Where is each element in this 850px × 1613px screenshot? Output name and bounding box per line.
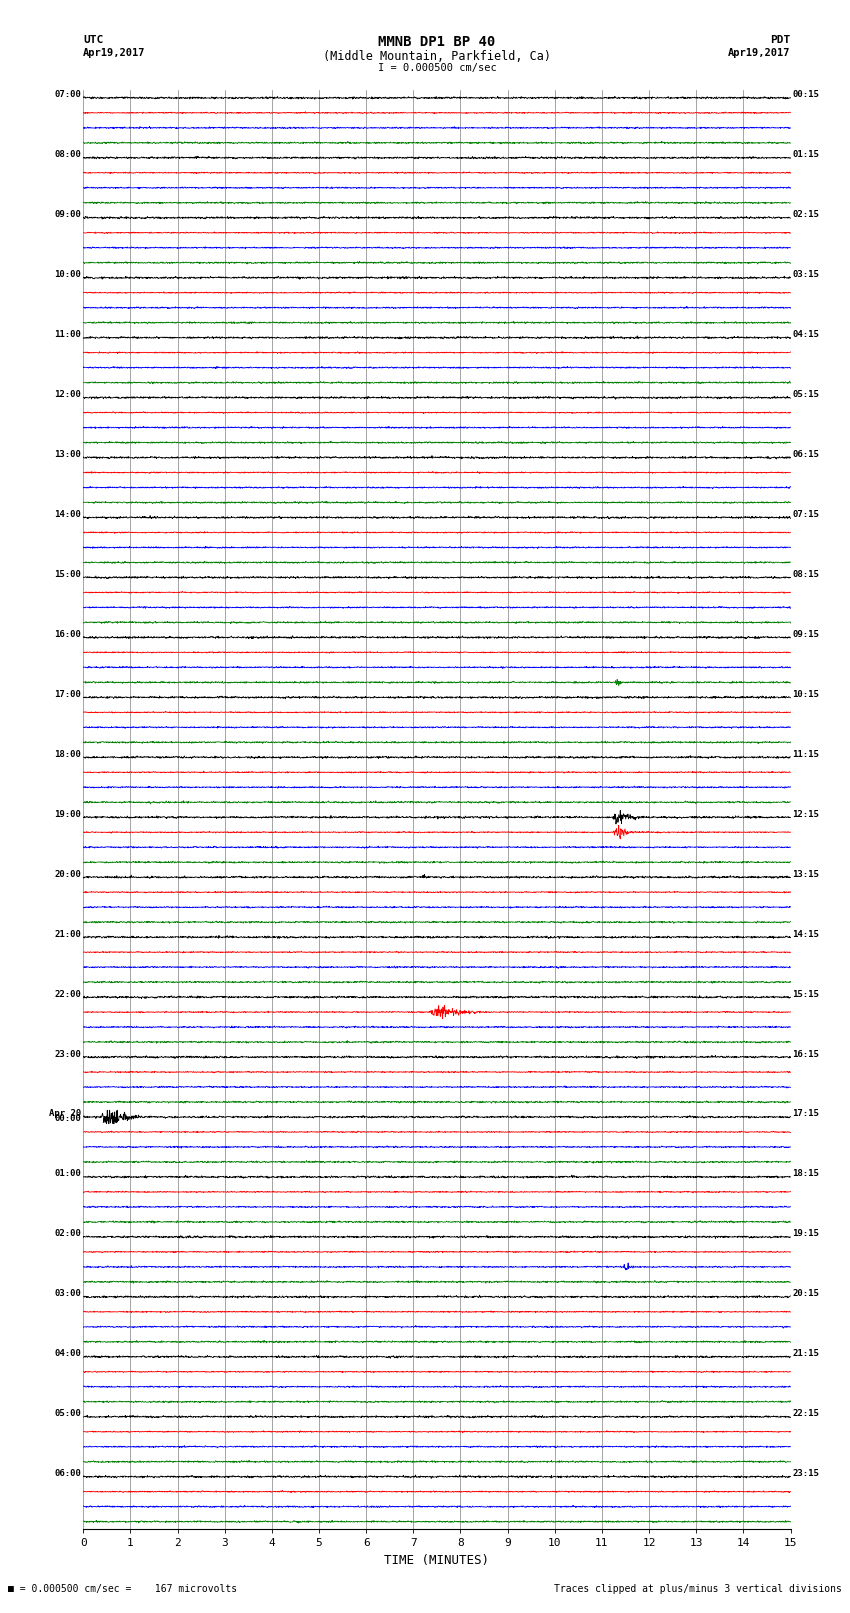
Text: 13:00: 13:00 — [54, 450, 82, 460]
Text: 01:15: 01:15 — [792, 150, 819, 160]
Text: 19:00: 19:00 — [54, 810, 82, 819]
Text: 12:15: 12:15 — [792, 810, 819, 819]
X-axis label: TIME (MINUTES): TIME (MINUTES) — [384, 1553, 490, 1566]
Text: MMNB DP1 BP 40: MMNB DP1 BP 40 — [378, 35, 496, 50]
Text: 09:15: 09:15 — [792, 629, 819, 639]
Text: 15:00: 15:00 — [54, 569, 82, 579]
Text: 16:00: 16:00 — [54, 629, 82, 639]
Text: 21:00: 21:00 — [54, 929, 82, 939]
Text: 23:00: 23:00 — [54, 1050, 82, 1058]
Text: 04:00: 04:00 — [54, 1348, 82, 1358]
Text: 12:00: 12:00 — [54, 390, 82, 398]
Text: Apr19,2017: Apr19,2017 — [728, 48, 791, 58]
Text: 17:15: 17:15 — [792, 1110, 819, 1118]
Text: 20:15: 20:15 — [792, 1289, 819, 1298]
Text: 10:00: 10:00 — [54, 271, 82, 279]
Text: 05:15: 05:15 — [792, 390, 819, 398]
Text: 02:15: 02:15 — [792, 210, 819, 219]
Text: 13:15: 13:15 — [792, 869, 819, 879]
Text: 17:00: 17:00 — [54, 690, 82, 698]
Text: 20:00: 20:00 — [54, 869, 82, 879]
Text: 08:00: 08:00 — [54, 150, 82, 160]
Text: 01:00: 01:00 — [54, 1169, 82, 1179]
Text: 08:15: 08:15 — [792, 569, 819, 579]
Text: 14:00: 14:00 — [54, 510, 82, 519]
Text: 07:15: 07:15 — [792, 510, 819, 519]
Text: Traces clipped at plus/minus 3 vertical divisions: Traces clipped at plus/minus 3 vertical … — [553, 1584, 842, 1594]
Text: 16:15: 16:15 — [792, 1050, 819, 1058]
Text: ■ = 0.000500 cm/sec =    167 microvolts: ■ = 0.000500 cm/sec = 167 microvolts — [8, 1584, 238, 1594]
Text: Apr19,2017: Apr19,2017 — [83, 48, 146, 58]
Text: 00:15: 00:15 — [792, 90, 819, 100]
Text: I = 0.000500 cm/sec: I = 0.000500 cm/sec — [377, 63, 496, 73]
Text: 21:15: 21:15 — [792, 1348, 819, 1358]
Text: (Middle Mountain, Parkfield, Ca): (Middle Mountain, Parkfield, Ca) — [323, 50, 551, 63]
Text: 11:15: 11:15 — [792, 750, 819, 758]
Text: 15:15: 15:15 — [792, 990, 819, 998]
Text: 11:00: 11:00 — [54, 331, 82, 339]
Text: 22:00: 22:00 — [54, 990, 82, 998]
Text: 05:00: 05:00 — [54, 1410, 82, 1418]
Text: 07:00: 07:00 — [54, 90, 82, 100]
Text: 02:00: 02:00 — [54, 1229, 82, 1239]
Text: 03:15: 03:15 — [792, 271, 819, 279]
Text: Apr 20: Apr 20 — [49, 1110, 82, 1118]
Text: 06:15: 06:15 — [792, 450, 819, 460]
Text: 14:15: 14:15 — [792, 929, 819, 939]
Text: 19:15: 19:15 — [792, 1229, 819, 1239]
Text: 22:15: 22:15 — [792, 1410, 819, 1418]
Text: 00:00: 00:00 — [54, 1115, 82, 1123]
Text: 18:00: 18:00 — [54, 750, 82, 758]
Text: 03:00: 03:00 — [54, 1289, 82, 1298]
Text: 06:00: 06:00 — [54, 1469, 82, 1478]
Text: 23:15: 23:15 — [792, 1469, 819, 1478]
Text: 10:15: 10:15 — [792, 690, 819, 698]
Text: UTC: UTC — [83, 35, 104, 45]
Text: 09:00: 09:00 — [54, 210, 82, 219]
Text: PDT: PDT — [770, 35, 790, 45]
Text: 18:15: 18:15 — [792, 1169, 819, 1179]
Text: 04:15: 04:15 — [792, 331, 819, 339]
